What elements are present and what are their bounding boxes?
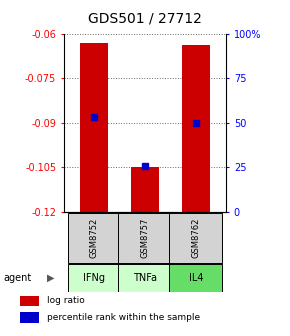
- Bar: [20, 296, 39, 306]
- Text: log ratio: log ratio: [46, 296, 84, 305]
- Bar: [131, 167, 159, 212]
- Text: ▶: ▶: [47, 273, 55, 283]
- Text: TNFa: TNFa: [133, 273, 157, 283]
- Bar: [182, 45, 210, 212]
- Text: IFNg: IFNg: [83, 273, 105, 283]
- FancyBboxPatch shape: [68, 213, 121, 263]
- Text: GSM8762: GSM8762: [191, 217, 200, 258]
- FancyBboxPatch shape: [118, 264, 172, 292]
- Text: GDS501 / 27712: GDS501 / 27712: [88, 12, 202, 26]
- Text: percentile rank within the sample: percentile rank within the sample: [46, 313, 200, 322]
- Text: IL4: IL4: [188, 273, 203, 283]
- Bar: [80, 42, 108, 212]
- Text: GSM8757: GSM8757: [140, 217, 150, 258]
- FancyBboxPatch shape: [169, 213, 222, 263]
- Bar: [20, 312, 39, 323]
- Text: GSM8752: GSM8752: [90, 218, 99, 258]
- FancyBboxPatch shape: [169, 264, 222, 292]
- FancyBboxPatch shape: [118, 213, 172, 263]
- FancyBboxPatch shape: [68, 264, 121, 292]
- Text: agent: agent: [3, 273, 31, 283]
